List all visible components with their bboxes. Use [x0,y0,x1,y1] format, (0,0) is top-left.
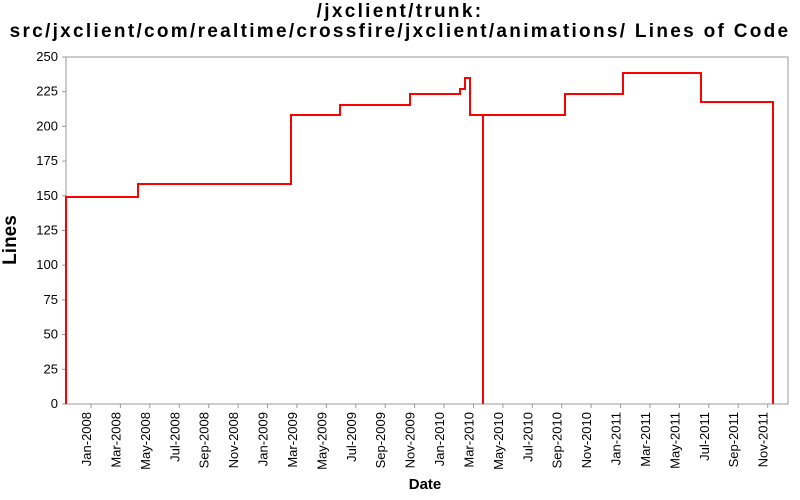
svg-text:Sep-2009: Sep-2009 [373,412,388,468]
svg-text:Mar-2009: Mar-2009 [285,412,300,468]
svg-text:May-2009: May-2009 [314,412,329,470]
svg-text:Lines: Lines [0,215,21,265]
svg-text:Sep-2010: Sep-2010 [550,412,565,468]
svg-text:250: 250 [36,49,58,64]
svg-text:Nov-2009: Nov-2009 [403,412,418,468]
svg-text:Nov-2008: Nov-2008 [226,412,241,468]
svg-text:May-2008: May-2008 [138,412,153,470]
svg-text:Nov-2010: Nov-2010 [579,412,594,468]
svg-text:Jul-2009: Jul-2009 [344,412,359,462]
svg-text:Jan-2010: Jan-2010 [432,412,447,466]
svg-text:Nov-2011: Nov-2011 [756,412,771,467]
svg-text:Jul-2010: Jul-2010 [520,412,535,462]
svg-text:Mar-2008: Mar-2008 [108,412,123,468]
svg-text:125: 125 [36,223,58,238]
svg-text:Sep-2011: Sep-2011 [726,412,741,467]
svg-text:Jul-2008: Jul-2008 [167,412,182,462]
svg-text:175: 175 [36,153,58,168]
svg-text:0: 0 [51,396,58,411]
svg-text:Mar-2010: Mar-2010 [462,412,477,468]
svg-text:Jan-2009: Jan-2009 [256,412,271,466]
svg-text:25: 25 [44,361,58,376]
svg-text:Date: Date [409,476,442,493]
svg-text:50: 50 [44,327,58,342]
svg-text:Jul-2011: Jul-2011 [697,412,712,461]
svg-text:Mar-2011: Mar-2011 [638,412,653,467]
svg-text:May-2010: May-2010 [491,412,506,470]
svg-text:225: 225 [36,84,58,99]
svg-text:150: 150 [36,188,58,203]
svg-text:Jan-2011: Jan-2011 [609,412,624,465]
svg-text:75: 75 [44,292,58,307]
svg-text:200: 200 [36,118,58,133]
svg-text:Sep-2008: Sep-2008 [197,412,212,468]
svg-text:100: 100 [36,257,58,272]
svg-text:May-2011: May-2011 [667,412,682,469]
svg-text:Jan-2008: Jan-2008 [79,412,94,466]
